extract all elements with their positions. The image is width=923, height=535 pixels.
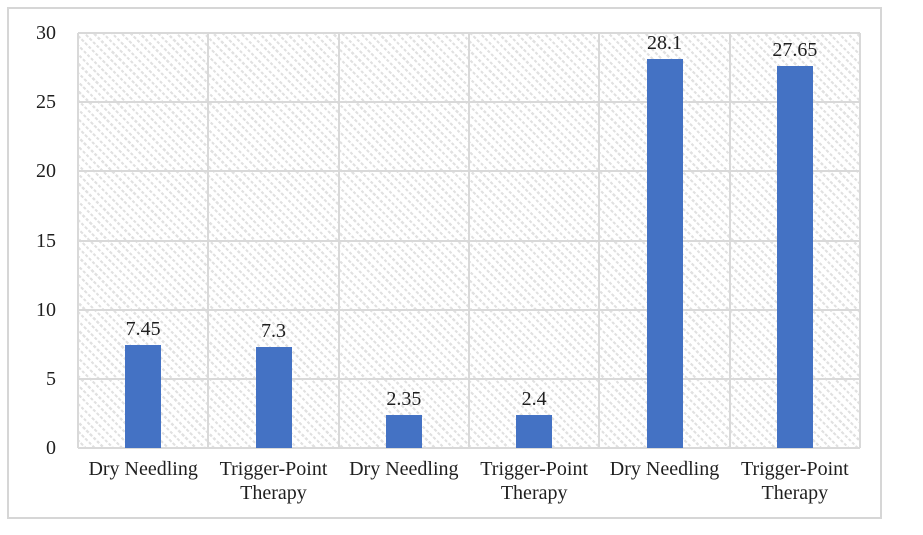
v-gridline — [337, 33, 340, 448]
y-tick-label: 5 — [46, 367, 56, 390]
y-tick-label: 10 — [36, 298, 56, 321]
x-category-label: Trigger-Point Therapy — [219, 458, 328, 504]
x-axis-line — [78, 447, 860, 449]
bar — [385, 415, 422, 448]
bar-value-label: 7.45 — [125, 317, 161, 340]
y-tick-label: 15 — [36, 229, 56, 252]
bar-value-label: 7.3 — [261, 320, 286, 343]
v-gridline — [77, 33, 79, 448]
v-gridline — [728, 33, 731, 448]
bar-value-label: 2.35 — [386, 388, 422, 411]
bar-value-label: 27.65 — [772, 38, 818, 61]
bar — [125, 344, 162, 448]
v-gridline — [859, 33, 861, 448]
x-category-label: Trigger-Point Therapy — [740, 458, 849, 504]
y-tick-label: 30 — [36, 22, 56, 44]
bar — [776, 65, 813, 448]
y-tick-label: 0 — [46, 437, 56, 459]
x-category-label: Dry Needling — [609, 458, 720, 480]
v-gridline — [207, 33, 210, 448]
v-gridline — [598, 33, 601, 448]
x-category-label: Dry Needling — [88, 458, 198, 480]
bar — [646, 59, 683, 448]
y-tick-label: 25 — [36, 91, 56, 114]
y-tick-label: 20 — [36, 160, 56, 183]
bar — [516, 414, 553, 448]
x-category-label: Dry Needling — [349, 458, 459, 480]
bar-value-label: 28.1 — [647, 32, 682, 55]
bar — [255, 347, 292, 448]
v-gridline — [468, 33, 470, 448]
bar-value-label: 2.4 — [521, 387, 547, 410]
x-category-label: Trigger-Point Therapy — [480, 458, 589, 504]
